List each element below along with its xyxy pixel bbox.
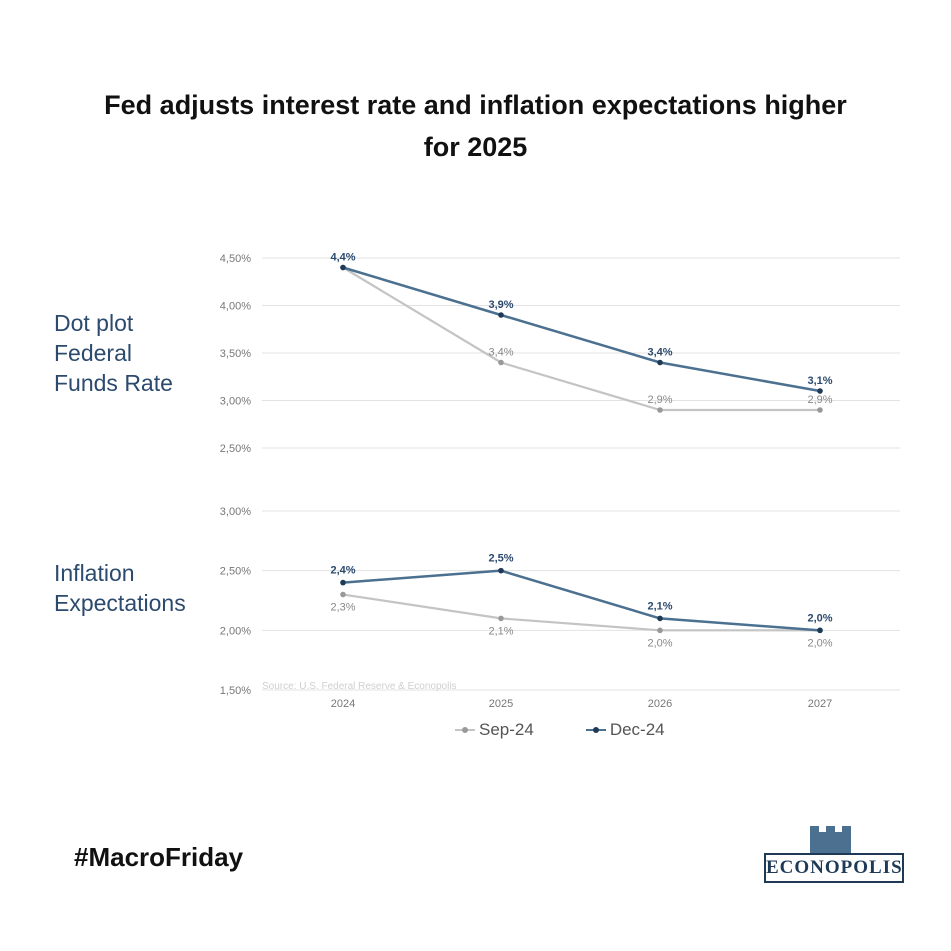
inflation-label-line-2: Expectations [54, 590, 186, 616]
fed-point-dec-3 [817, 388, 823, 394]
infl-ytick-label-2: 2,00% [220, 625, 251, 637]
legend-item-sep: Sep-24 [455, 720, 534, 740]
fed-series-line-sep [342, 266, 820, 412]
legend-item-dec: Dec-24 [585, 720, 665, 740]
x-tick-label-2: 2026 [648, 698, 672, 710]
infl-point-dec-1 [498, 567, 504, 574]
infl-data-label-dec-1: 2,5% [488, 553, 513, 565]
fed-point-sep-3 [817, 407, 823, 413]
chart-title-line-2: for 2025 [423, 132, 528, 162]
infl-data-label-sep-3: 2,0% [807, 637, 832, 649]
fed-data-label-sep-2: 2,9% [647, 394, 672, 406]
infl-ytick-label-1: 2,50% [220, 566, 251, 578]
infl-data-label-dec-3: 2,0% [807, 612, 832, 624]
x-tick-label-0: 2024 [331, 698, 355, 710]
fed-data-label-dec-0: 4,4% [330, 252, 355, 264]
infl-point-sep-1 [498, 615, 504, 622]
x-tick-label-1: 2025 [489, 698, 513, 710]
fed-ytick-label-1: 4,00% [220, 301, 251, 313]
fed-ytick-label-2: 3,50% [220, 348, 251, 360]
infl-series-line-sep [342, 593, 820, 632]
fed-ytick-label-0: 4,50% [220, 253, 251, 265]
tower-icon [810, 826, 851, 856]
fed-point-dec-0 [340, 264, 346, 271]
infl-point-sep-2 [657, 627, 663, 634]
logo-wordmark: ECONOPOLIS [764, 853, 904, 883]
fed-data-label-dec-1: 3,9% [488, 299, 513, 311]
infl-data-label-sep-0: 2,3% [330, 602, 355, 614]
infl-point-dec-0 [340, 579, 346, 586]
inflation-label-line-1: Inflation [54, 560, 135, 586]
fed-data-label-dec-2: 3,4% [647, 347, 672, 359]
infl-ytick-label-3: 1,50% [220, 685, 251, 697]
econopolis-logo: ECONOPOLIS [764, 822, 904, 884]
hashtag: #MacroFriday [74, 842, 244, 872]
legend-label-dec: Dec-24 [609, 720, 665, 739]
infl-point-sep-0 [340, 591, 346, 598]
fed-data-label-sep-1: 3,4% [488, 347, 513, 359]
infl-series-line-dec [342, 569, 821, 632]
source-note: Source: U.S. Federal Reserve & Econopoli… [262, 681, 457, 692]
fed-label-line-2: Federal [54, 340, 132, 366]
chart-title: Fed adjusts interest rate and inflation … [0, 84, 951, 168]
infl-data-label-sep-1: 2,1% [488, 625, 513, 637]
fed-data-label-dec-3: 3,1% [807, 375, 832, 387]
fed-ytick-label-3: 3,00% [220, 396, 251, 408]
infl-ytick-label-0: 3,00% [220, 506, 251, 518]
fed-label-line-1: Dot plot [54, 310, 134, 336]
x-tick-label-3: 2027 [808, 698, 832, 710]
infl-data-label-dec-2: 2,1% [647, 600, 672, 612]
infl-data-label-sep-2: 2,0% [647, 637, 672, 649]
fed-point-sep-2 [657, 407, 663, 413]
fed-ytick-label-4: 2,50% [220, 443, 251, 455]
legend-swatch-sep [455, 725, 475, 735]
fed-point-dec-2 [657, 359, 663, 366]
legend-label-sep: Sep-24 [479, 720, 534, 739]
infl-point-dec-3 [817, 627, 823, 634]
legend-swatch-dec [585, 725, 606, 735]
inflation-panel-label: Inflation Expectations [54, 558, 186, 618]
legend: Sep-24 Dec-24 [455, 720, 665, 740]
fed-series-line-dec [342, 266, 821, 393]
infl-point-dec-2 [657, 615, 663, 622]
infl-data-label-dec-0: 2,4% [330, 565, 355, 577]
fed-label-line-3: Funds Rate [54, 370, 173, 396]
chart-title-line-1: Fed adjusts interest rate and inflation … [104, 90, 847, 120]
fed-panel-label: Dot plot Federal Funds Rate [54, 308, 173, 398]
fed-point-sep-1 [498, 359, 504, 366]
fed-point-dec-1 [498, 312, 504, 318]
fed-data-label-sep-3: 2,9% [807, 394, 832, 406]
